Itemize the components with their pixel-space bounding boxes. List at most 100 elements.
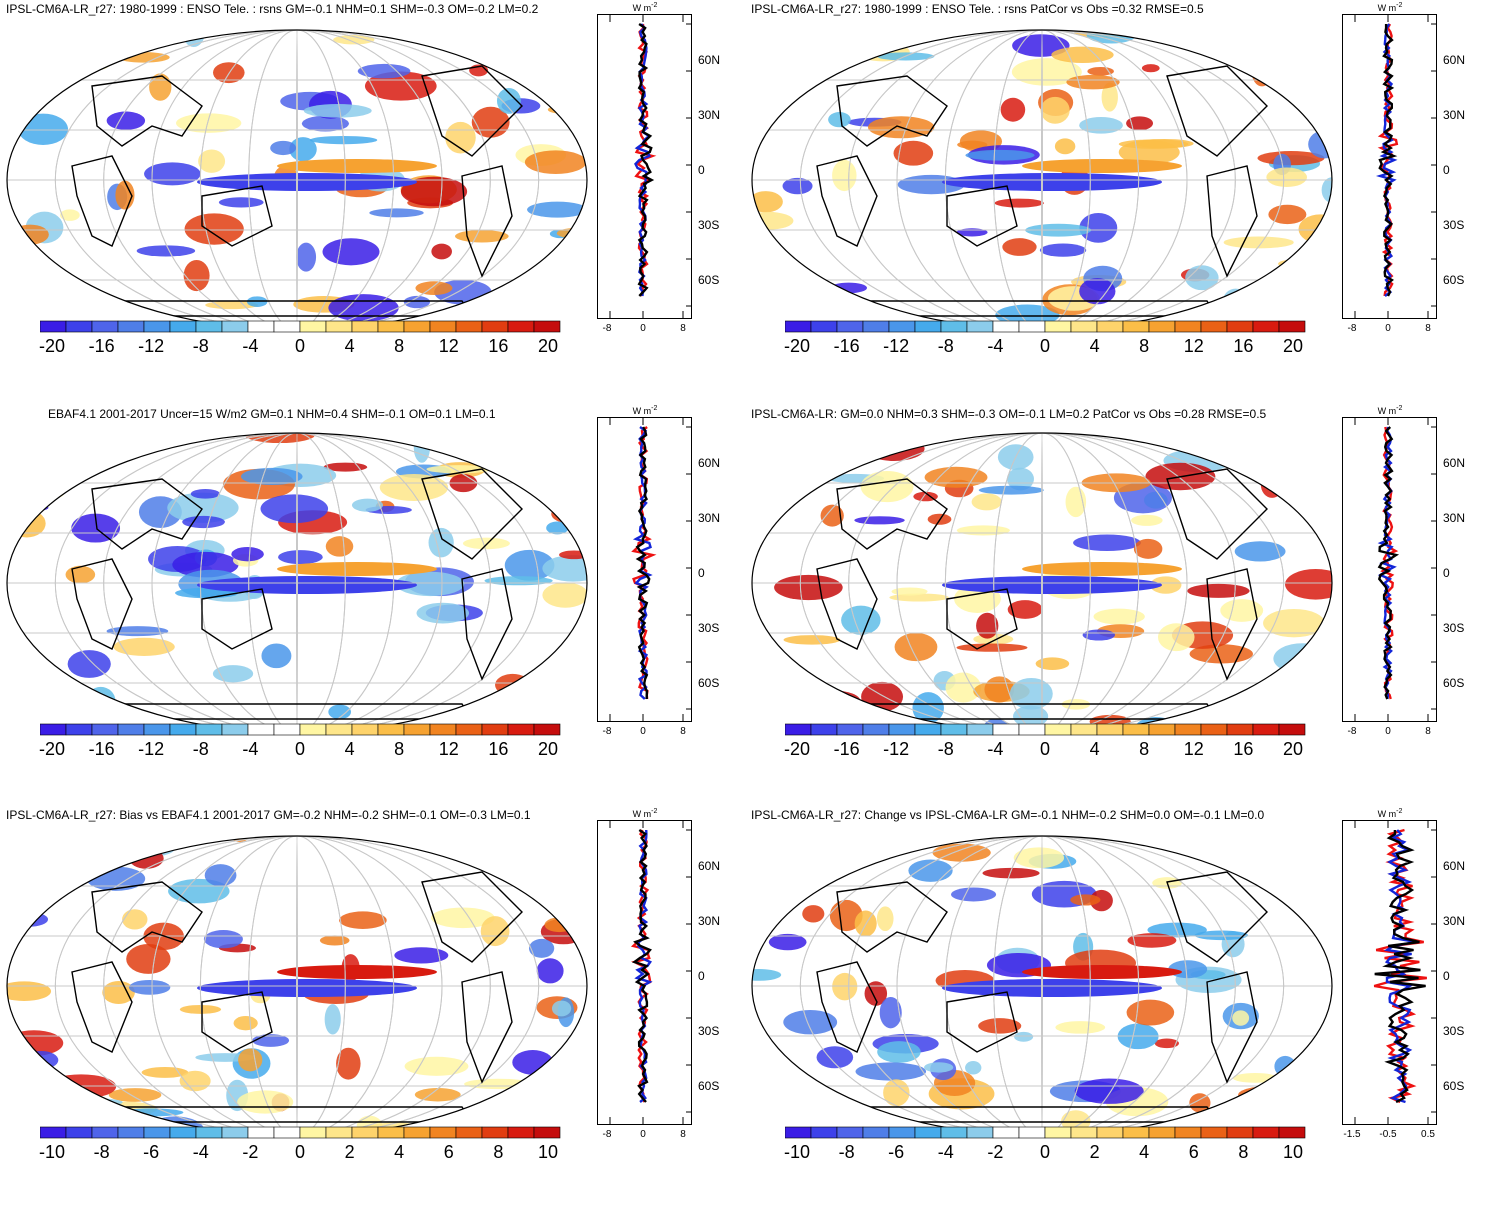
colorbar-tick-label: 8 <box>1238 1142 1249 1162</box>
latitude-tick-label: 0 <box>1443 969 1450 983</box>
longitude-gridline <box>54 433 540 733</box>
anomaly-cell <box>1185 265 1219 291</box>
anomaly-cell <box>1093 608 1145 625</box>
anomaly-cell <box>549 1060 587 1076</box>
coastline <box>1206 568 1258 681</box>
anomaly-cell <box>240 467 303 486</box>
anomaly-cell <box>36 68 80 79</box>
colorbar <box>40 723 561 736</box>
anomaly-cell <box>404 1056 469 1076</box>
longitude-gridline <box>993 836 1091 1136</box>
longitude-gridline <box>296 30 298 330</box>
colorbar-swatch <box>351 723 379 736</box>
anomaly-cell <box>783 635 841 645</box>
colorbar-swatch <box>403 723 431 736</box>
anomaly-cell <box>1273 643 1332 674</box>
colorbar-swatch <box>377 320 405 333</box>
anomaly-cell <box>1263 608 1325 638</box>
colorbar-tick-label: 2 <box>1089 1142 1100 1162</box>
itcz-anomaly <box>277 965 437 979</box>
anomaly-cell <box>1187 583 1250 598</box>
anomaly-cell <box>203 930 243 949</box>
anomaly-cell <box>1309 244 1329 259</box>
anomaly-cell <box>205 300 258 310</box>
anomaly-cell <box>551 504 587 524</box>
anomaly-cell <box>1127 933 1177 948</box>
anomaly-cell <box>364 71 437 101</box>
units-text: W m <box>632 809 652 819</box>
colorbar-tick-label: 0 <box>294 1142 306 1162</box>
colorbar-tick-label: 16 <box>1233 336 1254 356</box>
colorbar-tick-label: -4 <box>242 336 259 356</box>
colorbar <box>40 1126 561 1139</box>
latitude-tick-label: 30N <box>1443 511 1466 525</box>
anomaly-cell <box>415 281 453 296</box>
colorbar <box>785 723 1306 736</box>
anomaly-cell <box>336 1047 361 1080</box>
latitude-tick-label: 60N <box>698 859 721 873</box>
coastline <box>816 155 878 247</box>
anomaly-cell <box>1006 467 1034 491</box>
anomaly-cell <box>752 887 785 917</box>
anomaly-cell <box>1266 167 1308 188</box>
colorbar-swatch <box>481 723 509 736</box>
profile-x-tick-label: -8 <box>602 323 612 334</box>
anomaly-cell <box>270 140 297 156</box>
colorbar-swatch <box>810 320 838 333</box>
units-label: W m-2 <box>633 2 658 13</box>
coastline <box>461 971 513 1084</box>
colorbar-tick-label: -12 <box>883 739 910 759</box>
anomaly-cell <box>562 30 581 41</box>
anomaly-cell <box>1257 865 1294 876</box>
colorbar-tick-label: -4 <box>242 739 259 759</box>
panel-title: IPSL-CM6A-LR: GM=0.0 NHM=0.3 SHM=-0.3 OM… <box>751 407 1267 421</box>
latitude-tick-label: 30N <box>1443 108 1466 122</box>
anomaly-cell <box>260 494 329 524</box>
anomaly-cell <box>107 840 175 858</box>
anomaly-cell <box>752 267 777 292</box>
colorbar-swatch <box>966 723 994 736</box>
anomaly-cell <box>1309 465 1332 484</box>
anomaly-cell <box>561 1042 587 1071</box>
units-text: W m <box>632 406 652 416</box>
map-panel-1: IPSL-CM6A-LR_r27: 1980-1999 : ENSO Tele.… <box>0 0 744 400</box>
coastline <box>1166 65 1268 157</box>
zonal-mean-profile <box>597 820 692 1125</box>
robinson-map <box>751 432 1333 734</box>
anomaly-cell <box>913 491 938 502</box>
colorbar-tick-label: -16 <box>833 336 860 356</box>
colorbar-swatch <box>169 723 197 736</box>
colorbar-swatch <box>507 320 535 333</box>
anomaly-cell <box>569 37 587 63</box>
anomaly-cell <box>945 672 982 703</box>
longitude-gridline <box>896 30 1188 330</box>
longitude-gridline <box>1041 836 1043 1136</box>
longitude-gridline <box>848 30 1236 330</box>
anomaly-cell <box>1035 657 1070 670</box>
anomaly-cell <box>1222 288 1249 315</box>
anomaly-cell <box>1126 999 1175 1026</box>
anomaly-cell <box>924 1062 954 1073</box>
coastline <box>71 155 133 247</box>
colorbar-swatch <box>247 723 275 736</box>
colorbar <box>785 1126 1306 1139</box>
anomaly-cell <box>113 637 175 656</box>
robinson-map <box>751 29 1333 331</box>
itcz-anomaly <box>1022 562 1182 576</box>
units-label: W m-2 <box>1378 2 1403 13</box>
anomaly-cell <box>357 63 411 79</box>
anomaly-cell <box>39 290 78 318</box>
colorbar-swatch <box>221 723 249 736</box>
colorbar-tick-label: 2 <box>344 1142 355 1162</box>
colorbar-swatch <box>1096 1126 1124 1139</box>
coastline <box>201 588 273 650</box>
longitude-gridline <box>199 433 395 733</box>
coastline <box>461 165 513 278</box>
colorbar-swatch <box>862 1126 890 1139</box>
coastline <box>1166 871 1268 963</box>
anomaly-cell <box>7 1030 64 1056</box>
anomaly-cell <box>752 1081 800 1112</box>
anomaly-cell <box>782 177 813 195</box>
colorbar-swatch <box>40 320 67 333</box>
anomaly-cell <box>1150 576 1182 594</box>
